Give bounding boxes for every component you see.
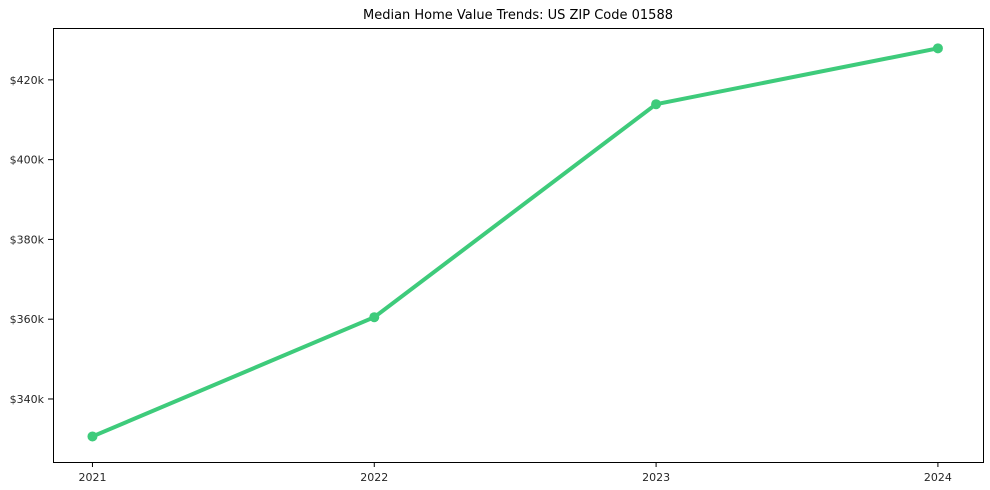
y-tick-label: $400k: [10, 154, 45, 167]
y-tick-label: $420k: [10, 74, 45, 87]
x-tick-label: 2023: [642, 471, 670, 484]
plot-border: [53, 28, 984, 463]
x-tick-label: 2024: [924, 471, 952, 484]
x-tick-label: 2021: [78, 471, 106, 484]
data-point-marker: [87, 431, 98, 442]
y-tick-label: $360k: [10, 313, 45, 326]
y-tick-label: $340k: [10, 393, 45, 406]
data-point-marker: [369, 312, 380, 323]
data-point-marker: [651, 99, 662, 110]
trend-line: [90, 46, 940, 439]
data-point-marker: [932, 43, 943, 54]
chart-title: Median Home Value Trends: US ZIP Code 01…: [362, 8, 673, 23]
y-tick-label: $380k: [10, 233, 45, 246]
x-tick-label: 2022: [360, 471, 388, 484]
